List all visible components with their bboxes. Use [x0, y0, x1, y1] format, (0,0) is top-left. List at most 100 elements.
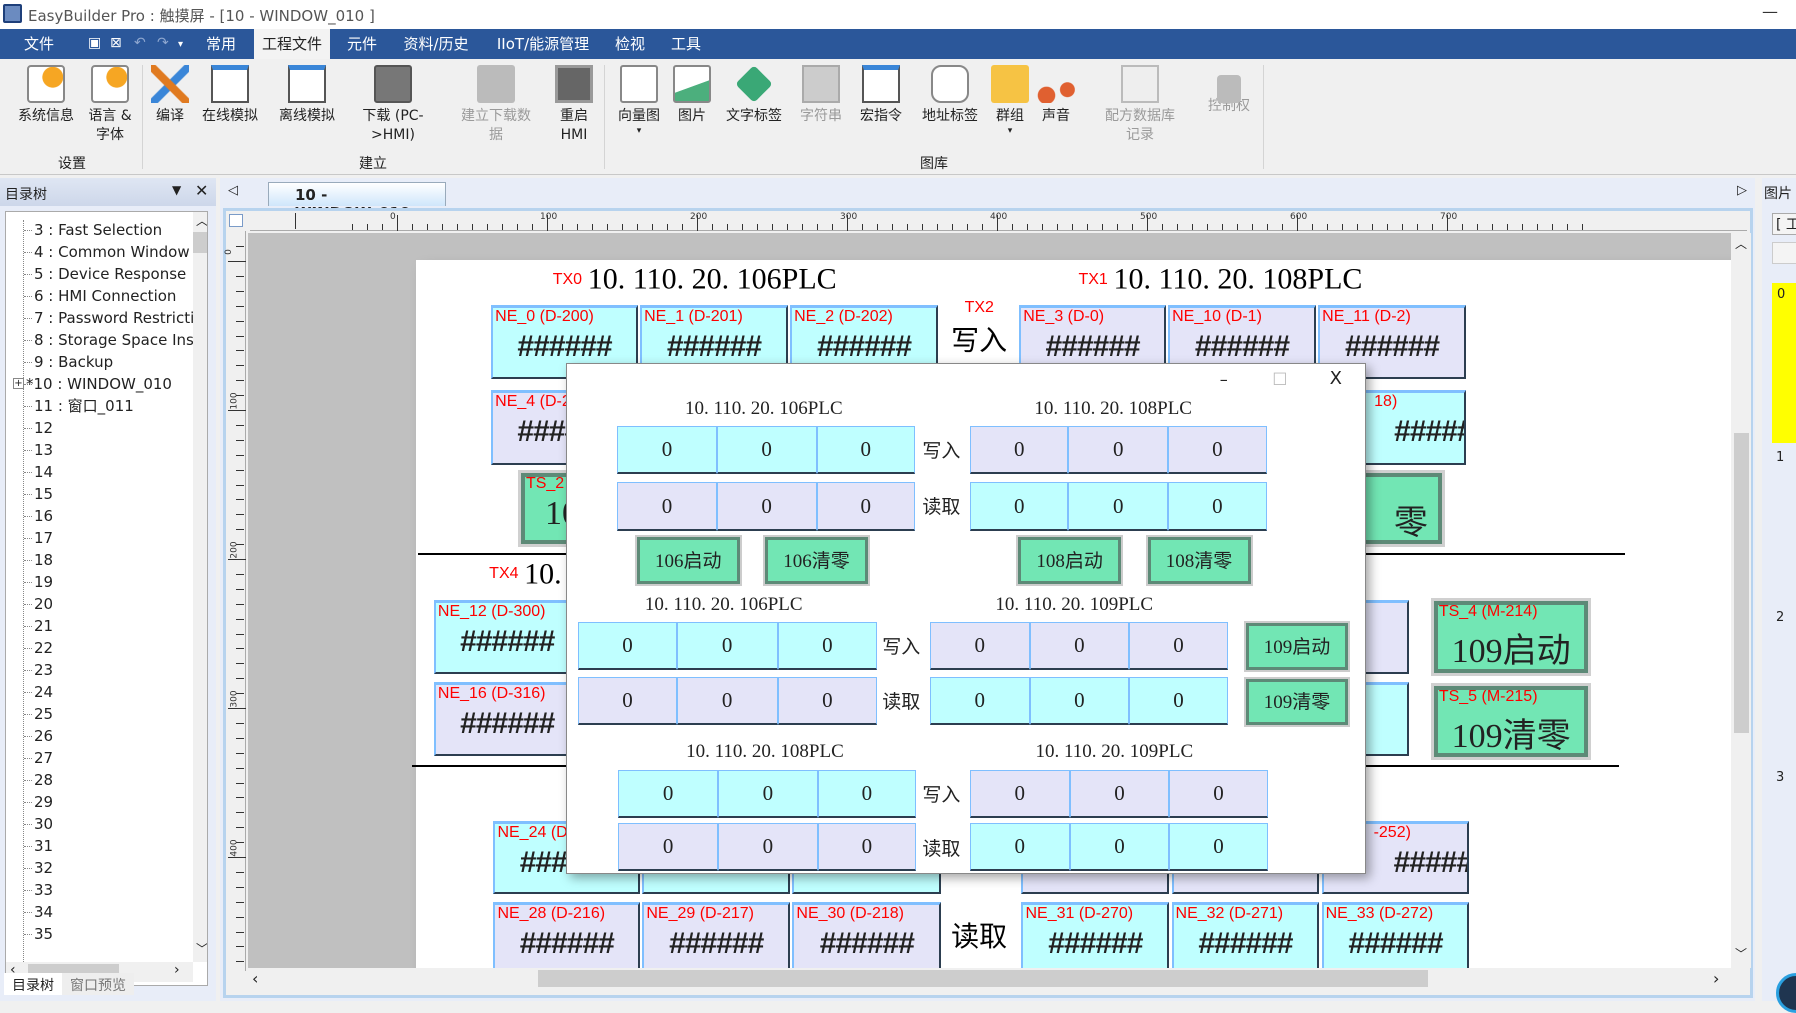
ribbon-button[interactable]: 字符串 — [781, 65, 861, 126]
menu-tab[interactable]: IIoT/能源管理 — [496, 35, 590, 53]
numeric-input-write[interactable]: 0 — [716, 425, 817, 475]
picture-library-select[interactable]: [ 工 — [1772, 213, 1796, 235]
tree-item[interactable]: 24 — [34, 683, 54, 701]
tree-item[interactable]: 6 : HMI Connection — [34, 287, 177, 305]
ribbon-button[interactable]: 群组 ▾ — [970, 65, 1050, 136]
numeric-display[interactable]: NE_11 (D-2) ###### — [1318, 305, 1466, 379]
numeric-input-write[interactable]: 0 — [969, 425, 1069, 475]
scroll-down-icon[interactable]: ﹀ — [1735, 947, 1748, 961]
numeric-input-read[interactable]: 0 — [676, 676, 778, 725]
plc-action-button[interactable]: 109清零 — [1246, 679, 1348, 725]
tree-item[interactable]: 12 — [34, 419, 54, 437]
tree-item[interactable]: 27 — [34, 749, 54, 767]
tree-item[interactable]: 14 — [34, 463, 54, 481]
scroll-thumb[interactable] — [193, 232, 207, 253]
ribbon-button[interactable]: 离线模拟 — [267, 65, 347, 126]
scroll-thumb[interactable] — [1734, 433, 1749, 733]
menu-tab[interactable]: 常用 — [205, 35, 237, 53]
numeric-input-write[interactable]: 0 — [617, 425, 717, 475]
tree-item[interactable]: 35 — [34, 925, 54, 943]
expand-plus-icon[interactable]: + — [13, 378, 24, 389]
numeric-input-write[interactable]: 0 — [817, 769, 917, 818]
menu-tab[interactable]: 资料/历史 — [403, 35, 469, 53]
plc-action-button[interactable]: 108清零 — [1147, 537, 1251, 584]
tree-item[interactable]: 23 — [34, 661, 54, 679]
numeric-input-read[interactable]: 0 — [718, 823, 818, 872]
tree-item[interactable]: 11 : 窗口_011 — [34, 397, 134, 415]
numeric-input-write[interactable]: 0 — [929, 621, 1030, 670]
ribbon-button[interactable]: 配方数据库记录 — [1100, 65, 1180, 145]
menu-file[interactable]: 文件 — [23, 35, 55, 53]
tree-item[interactable]: 9 : Backup — [34, 353, 114, 371]
toggle-switch-button[interactable]: TS_4 (M-214) 109启动 — [1433, 600, 1589, 674]
toggle-switch-button[interactable]: TS_5 (M-215) 109清零 — [1433, 685, 1589, 757]
tree-vertical-scrollbar[interactable]: ︿ ﹀ — [193, 212, 208, 962]
numeric-input-read[interactable]: 0 — [1029, 676, 1130, 725]
tree-item[interactable]: 30 — [34, 815, 54, 833]
numeric-input-read[interactable]: 0 — [777, 676, 878, 725]
menu-tab[interactable]: 检视 — [614, 35, 646, 53]
numeric-display[interactable]: NE_30 (D-218) ###### — [792, 902, 942, 968]
tree-item[interactable]: 7 : Password Restricti — [34, 309, 195, 327]
document-tab[interactable]: 10 - WINDOW_010 ✕ — [268, 182, 446, 222]
tree-item[interactable]: 5 : Device Response — [34, 265, 187, 283]
save-icon[interactable]: ▣ — [88, 35, 102, 51]
numeric-display[interactable]: NE_31 (D-270) ###### — [1021, 902, 1170, 968]
numeric-input-write[interactable]: 0 — [676, 621, 778, 670]
panel-close-icon[interactable]: ✕ — [195, 181, 209, 200]
tree-item[interactable]: 15 — [34, 485, 54, 503]
picture-filter[interactable] — [1772, 242, 1796, 264]
tree-item[interactable]: 34 — [34, 903, 54, 921]
scroll-thumb[interactable] — [538, 970, 1428, 987]
ruler-corner-icon[interactable] — [229, 214, 243, 227]
numeric-input-read[interactable]: 0 — [1168, 482, 1267, 532]
ribbon-button[interactable]: 建立下载数据 — [456, 65, 536, 145]
scroll-left-icon[interactable]: ‹ — [252, 969, 259, 988]
redo-icon[interactable]: ↷ — [157, 35, 169, 51]
plc-action-button[interactable]: 109启动 — [1246, 622, 1348, 670]
numeric-input-write[interactable]: 0 — [816, 425, 915, 475]
menu-tab[interactable]: 工具 — [670, 35, 702, 53]
scroll-left-icon[interactable]: ‹ — [10, 962, 16, 978]
tree-item[interactable]: 20 — [34, 595, 54, 613]
tree-item[interactable]: 31 — [34, 837, 54, 855]
ribbon-button[interactable]: 编译 — [130, 65, 210, 126]
dialog-close-button[interactable]: X — [1329, 368, 1342, 390]
scroll-right-icon[interactable]: › — [1713, 969, 1720, 988]
menu-tab[interactable]: 元件 — [346, 35, 378, 53]
numeric-input-read[interactable]: 0 — [617, 482, 717, 532]
tree-item[interactable]: 29 — [34, 793, 54, 811]
tree-item[interactable]: 8 : Storage Space Insu — [34, 331, 204, 349]
undo-icon[interactable]: ↶ — [134, 35, 146, 51]
numeric-input-write[interactable]: 0 — [718, 769, 818, 818]
plc-action-button[interactable]: 106清零 — [764, 537, 869, 584]
ribbon-button[interactable]: 重启 HMI — [534, 65, 614, 145]
tree-item[interactable]: 4 : Common Window — [34, 243, 190, 261]
ribbon-button[interactable]: 向量图 ▾ — [599, 65, 679, 136]
scroll-up-icon[interactable]: ︿ — [196, 214, 208, 228]
quick-access-dropdown-icon[interactable]: ▾ — [178, 39, 184, 50]
tree-item[interactable]: 25 — [34, 705, 54, 723]
ribbon-button[interactable]: 宏指令 — [841, 65, 921, 126]
numeric-input-write[interactable]: 0 — [1069, 769, 1170, 818]
tree-item[interactable]: 32 — [34, 859, 54, 877]
tree-item[interactable]: 16 — [34, 507, 54, 525]
tree-item[interactable]: 22 — [34, 639, 54, 657]
ribbon-button[interactable]: 声音 — [1016, 65, 1096, 126]
tree-item[interactable]: 33 — [34, 881, 54, 899]
numeric-display[interactable]: NE_12 (D-300) ###### — [433, 599, 581, 675]
dialog-maximize-button[interactable]: □ — [1272, 368, 1288, 388]
scroll-down-icon[interactable]: ﹀ — [196, 942, 208, 956]
canvas-horizontal-scrollbar[interactable]: ‹ › — [248, 968, 1731, 990]
canvas-vertical-scrollbar[interactable]: ︿ ﹀ — [1732, 233, 1751, 968]
tree-item[interactable]: 21 — [34, 617, 54, 635]
tab-directory-tree[interactable]: 目录树 — [4, 973, 62, 995]
menu-tab[interactable]: 工程文件 — [253, 29, 331, 60]
plc-action-button[interactable]: 108启动 — [1018, 537, 1122, 584]
numeric-input-write[interactable]: 0 — [1068, 425, 1169, 475]
tree-item[interactable]: *10 : WINDOW_010 — [26, 375, 172, 393]
ribbon-button[interactable]: 在线模拟 — [190, 65, 270, 126]
numeric-input-read[interactable]: 0 — [578, 676, 677, 725]
tab-scroll-left-icon[interactable]: ◁ — [228, 183, 238, 198]
tree-item[interactable]: 26 — [34, 727, 54, 745]
